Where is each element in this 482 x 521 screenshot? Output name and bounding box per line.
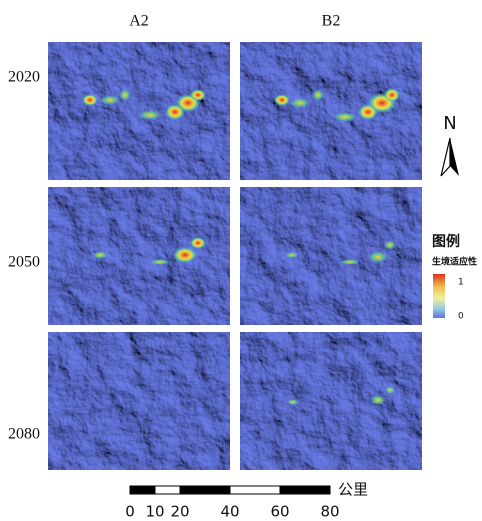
column-label: A2 (129, 13, 149, 30)
legend-subtitle: 生境适应性 (432, 256, 477, 268)
suitability-hotspot (190, 89, 206, 101)
map-panel (240, 187, 422, 325)
scale-label: 80 (320, 503, 339, 521)
suitability-hotspot (287, 399, 299, 405)
suitability-hotspot (290, 98, 310, 108)
suitability-hotspot (333, 112, 357, 122)
suitability-hotspot (312, 89, 324, 101)
map-panel (240, 42, 422, 180)
scale-bar-segment (130, 486, 155, 494)
suitability-hotspot (119, 89, 131, 101)
scale-bar-segment (180, 486, 230, 494)
suitability-hotspot (368, 251, 388, 263)
scale-unit: 公里 (338, 481, 368, 499)
hillshade (240, 42, 422, 180)
suitability-hotspot (92, 251, 108, 259)
scale-bar: 0 10 20 40 60 80 (125, 485, 340, 521)
column-label: B2 (322, 13, 341, 30)
suitability-hotspot (190, 237, 206, 249)
scale-label: 20 (170, 503, 189, 521)
legend-min: 0 (458, 312, 464, 322)
row-label: 2080 (8, 426, 40, 443)
hillshade (48, 42, 230, 180)
map-panel (240, 332, 422, 470)
suitability-hotspot (285, 252, 299, 258)
scale-label: 60 (270, 503, 289, 521)
suitability-hotspot (384, 240, 396, 250)
scale-bar-segment (280, 486, 330, 494)
north-label: N (443, 113, 456, 134)
hillshade (48, 187, 230, 325)
row-label: 2050 (8, 254, 40, 271)
suitability-hotspot (138, 110, 162, 120)
map-panel (48, 187, 230, 325)
row-label: 2020 (8, 69, 40, 86)
suitability-hotspot (340, 259, 360, 265)
scale-label: 40 (220, 503, 239, 521)
suitability-hotspot (274, 94, 290, 106)
hillshade (240, 187, 422, 325)
suitability-hotspot (82, 94, 98, 106)
suitability-hotspot (370, 395, 386, 405)
map-panel (48, 332, 230, 470)
panels (48, 42, 422, 470)
legend-colorbar (433, 274, 445, 318)
scale-label: 10 (145, 503, 164, 521)
scale-label: 0 (125, 503, 135, 521)
map-panel (48, 42, 230, 180)
legend-max: 1 (458, 278, 464, 288)
hillshade (240, 332, 422, 470)
suitability-hotspot (385, 386, 395, 394)
suitability-hotspot (100, 95, 120, 105)
north-arrow: N (440, 113, 459, 177)
suitability-hotspot (150, 259, 170, 265)
legend-title: 图例 (432, 233, 460, 250)
suitability-hotspot (173, 247, 197, 263)
hillshade (48, 332, 230, 470)
suitability-hotspot (384, 88, 400, 102)
